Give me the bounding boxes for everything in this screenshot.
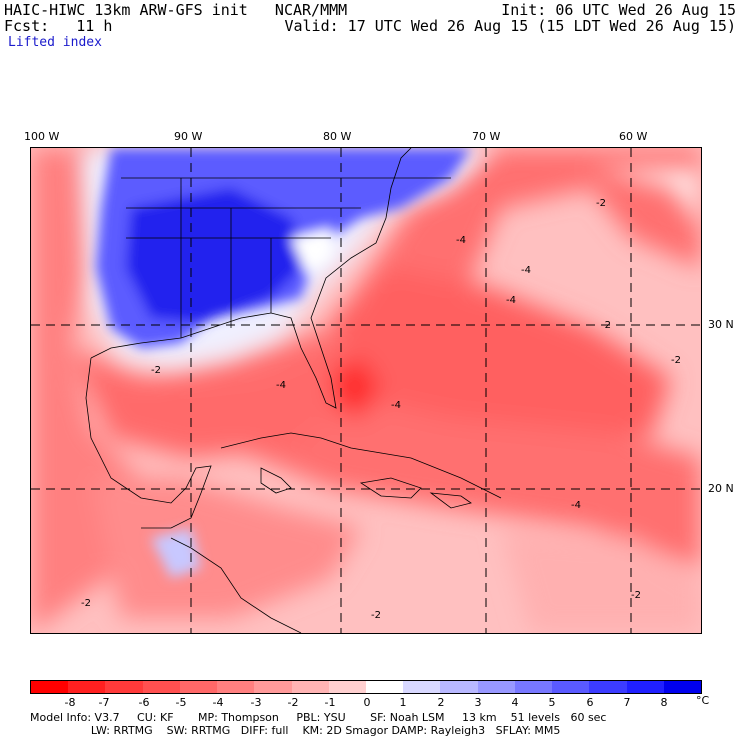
colorbar-swatch [403, 681, 441, 693]
contour-label: -4 [506, 295, 516, 306]
colorbar-label: -2 [287, 696, 299, 709]
colorbar-label: -8 [64, 696, 76, 709]
colorbar-label: 4 [511, 696, 519, 709]
field-title: Lifted index [8, 35, 102, 50]
colorbar-swatch [179, 681, 218, 693]
lat-lon-grid [31, 148, 701, 633]
colorbar-unit: °C [696, 694, 710, 707]
contour-label: -4 [571, 500, 581, 511]
colorbar-swatch [477, 681, 515, 693]
contour-label: -2 [151, 365, 161, 376]
header-line2-right: Valid: 17 UTC Wed 26 Aug 15 (15 LDT Wed … [284, 17, 736, 35]
lon-label-60w: 60 W [619, 130, 648, 143]
colorbar-label: -4 [212, 696, 224, 709]
contour-label: -2 [81, 598, 91, 609]
colorbar [30, 680, 702, 694]
colorbar-label: 7 [623, 696, 631, 709]
colorbar-swatch [365, 681, 404, 693]
contour-label: -2 [671, 355, 681, 366]
colorbar-label: 8 [660, 696, 668, 709]
colorbar-label: 3 [474, 696, 482, 709]
coastlines [85, 148, 502, 633]
contour-label: -4 [391, 400, 401, 411]
lon-label-90w: 90 W [174, 130, 203, 143]
colorbar-swatch [254, 681, 292, 693]
colorbar-swatch [68, 681, 106, 693]
lon-label-70w: 70 W [472, 130, 501, 143]
colorbar-label: 0 [363, 696, 371, 709]
colorbar-label: 5 [548, 696, 556, 709]
contour-label: -2 [371, 610, 381, 621]
colorbar-label: -7 [98, 696, 110, 709]
contour-label: -2 [631, 590, 641, 601]
colorbar-swatch [217, 681, 255, 693]
lon-label-80w: 80 W [323, 130, 352, 143]
colorbar-swatch [105, 681, 143, 693]
colorbar-label: -5 [175, 696, 187, 709]
colorbar-swatch [440, 681, 478, 693]
colorbar-swatch [552, 681, 590, 693]
colorbar-label: -1 [324, 696, 336, 709]
footer-physics-info: LW: RRTMG SW: RRTMG DIFF: full KM: 2D Sm… [0, 724, 561, 737]
header-line2-left: Fcst: 11 h [4, 17, 113, 35]
colorbar-swatch [31, 681, 69, 693]
contour-label-layer: -2 -4 -2 -4 -2 -4 -4 -2 -4 -4 -2 -2 -2 [81, 198, 681, 621]
lon-label-100w: 100 W [24, 130, 60, 143]
contour-label: -2 [601, 320, 611, 331]
colorbar-swatch [142, 681, 180, 693]
colorbar-swatch [291, 681, 329, 693]
contour-label: -4 [276, 380, 286, 391]
contour-label: -4 [456, 235, 466, 246]
positive-li-zone [96, 148, 471, 578]
colorbar-swatch [589, 681, 627, 693]
header-line1-right: Init: 06 UTC Wed 26 Aug 15 [501, 1, 736, 19]
colorbar-swatch [514, 681, 553, 693]
colorbar-label: -3 [250, 696, 262, 709]
colorbar-label: 1 [399, 696, 407, 709]
lifted-index-map: -2 -4 -2 -4 -2 -4 -4 -2 -4 -4 -2 -2 -2 [30, 147, 702, 634]
header-line1-left: HAIC-HIWC 13km ARW-GFS init NCAR/MMM [4, 1, 348, 19]
lat-label-20n: 20 N [708, 482, 734, 495]
contour-label: -2 [596, 198, 606, 209]
colorbar-label: 6 [586, 696, 594, 709]
map-canvas: -2 -4 -2 -4 -2 -4 -4 -2 -4 -4 -2 -2 -2 [31, 148, 701, 633]
colorbar-swatch [663, 681, 701, 693]
colorbar-swatch [328, 681, 366, 693]
footer-model-info: Model Info: V3.7 CU: KF MP: Thompson PBL… [30, 711, 607, 724]
colorbar-swatch [626, 681, 664, 693]
contour-label: -4 [521, 265, 531, 276]
colorbar-label: -6 [138, 696, 150, 709]
lat-label-30n: 30 N [708, 318, 734, 331]
colorbar-label: 2 [437, 696, 445, 709]
